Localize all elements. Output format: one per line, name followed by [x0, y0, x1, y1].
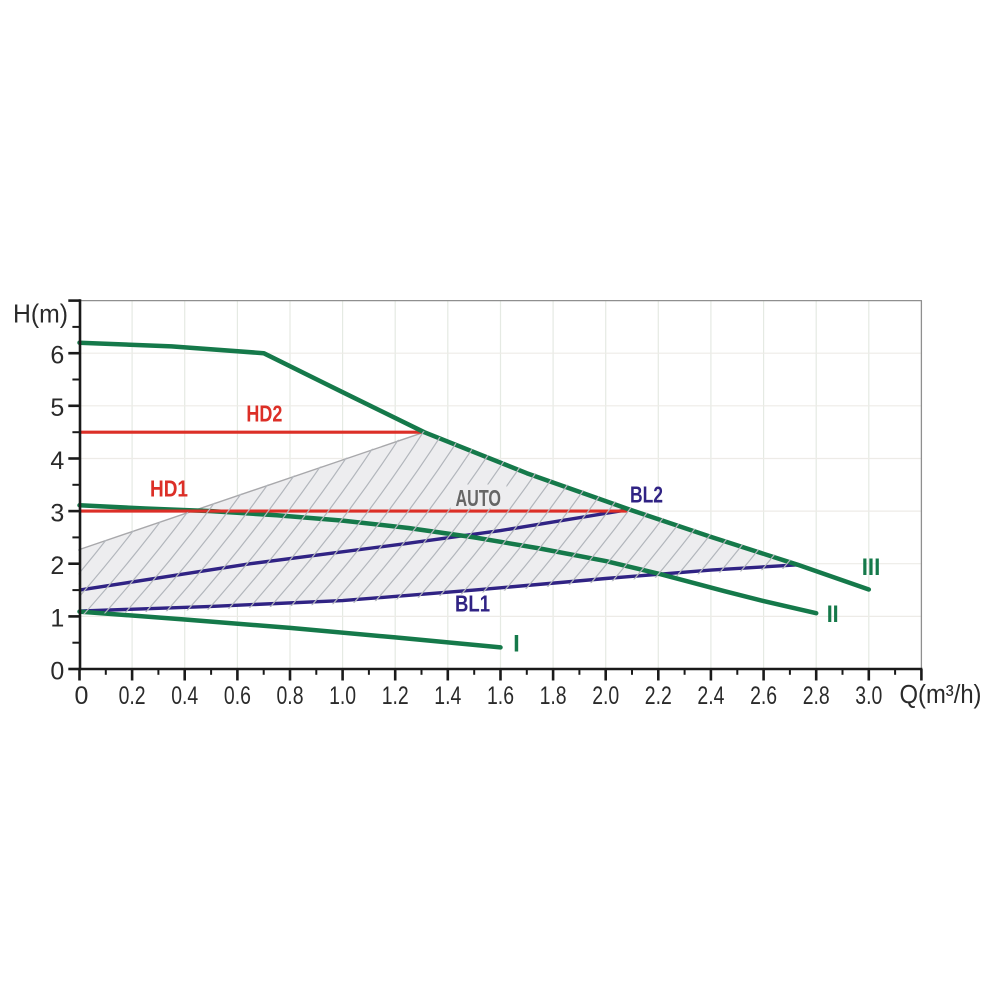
svg-text:2.0: 2.0 — [592, 682, 619, 710]
svg-text:Q(m³/h): Q(m³/h) — [900, 681, 982, 709]
svg-text:I: I — [513, 631, 520, 658]
svg-text:AUTO: AUTO — [456, 485, 502, 511]
svg-text:1.8: 1.8 — [540, 682, 567, 710]
svg-text:2.2: 2.2 — [645, 682, 672, 710]
svg-text:1.4: 1.4 — [434, 682, 461, 710]
svg-text:3: 3 — [50, 499, 64, 527]
svg-text:2: 2 — [50, 552, 64, 580]
svg-text:5: 5 — [50, 394, 64, 422]
svg-text:0.6: 0.6 — [224, 682, 251, 710]
svg-text:6: 6 — [50, 342, 64, 370]
svg-text:2.4: 2.4 — [697, 682, 724, 710]
svg-text:III: III — [862, 554, 881, 581]
svg-text:1.0: 1.0 — [329, 682, 356, 710]
svg-text:0.8: 0.8 — [277, 682, 304, 710]
svg-text:0: 0 — [50, 657, 64, 685]
svg-text:0.4: 0.4 — [171, 682, 198, 710]
svg-text:1: 1 — [50, 605, 64, 633]
svg-text:1.2: 1.2 — [382, 682, 409, 710]
svg-text:BL1: BL1 — [455, 591, 490, 617]
svg-text:0: 0 — [75, 682, 89, 710]
svg-text:2.6: 2.6 — [750, 682, 777, 710]
svg-text:BL2: BL2 — [630, 482, 663, 508]
svg-text:HD2: HD2 — [246, 400, 282, 426]
svg-text:1.6: 1.6 — [487, 682, 514, 710]
svg-text:II: II — [827, 601, 839, 628]
svg-text:H(m): H(m) — [13, 299, 68, 329]
svg-text:3.0: 3.0 — [855, 682, 882, 710]
svg-text:HD1: HD1 — [150, 476, 188, 502]
svg-text:2.8: 2.8 — [803, 682, 830, 710]
svg-text:0.2: 0.2 — [119, 682, 146, 710]
svg-text:4: 4 — [50, 447, 64, 475]
